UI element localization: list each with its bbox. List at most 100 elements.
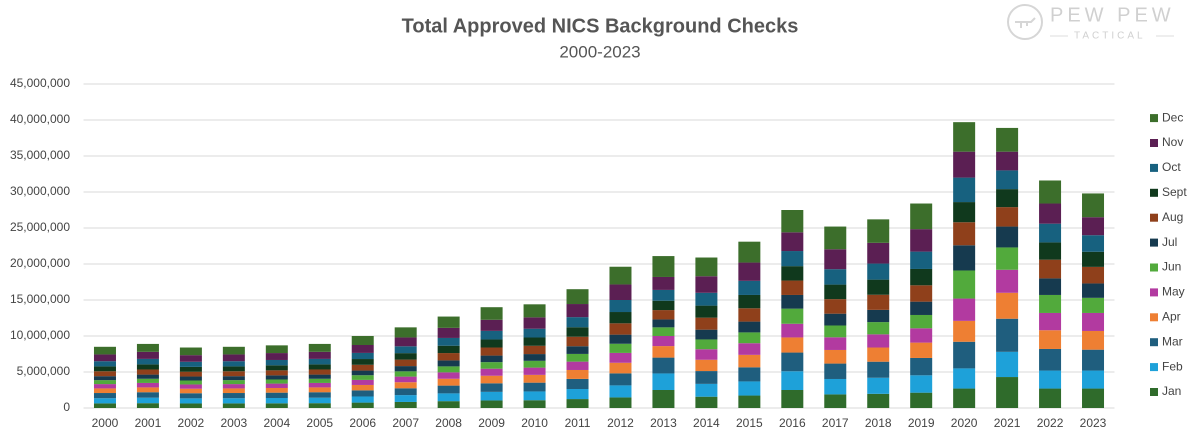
legend-label: Aug (1162, 210, 1183, 224)
bar-segment (1082, 330, 1105, 350)
bar-segment (695, 276, 718, 293)
bar-segment (351, 345, 374, 353)
bar-segment (308, 369, 331, 375)
bar-segment (781, 266, 804, 281)
bar-segment (953, 222, 976, 246)
bar-segment (136, 403, 159, 408)
bar-segment (996, 207, 1019, 227)
bar-segment (781, 337, 804, 353)
legend-label: Dec (1162, 110, 1183, 124)
bar-segment (738, 262, 761, 281)
x-tick-label: 2000 (92, 416, 119, 430)
legend-swatch (1150, 313, 1158, 322)
bar-segment (394, 401, 417, 408)
bar-segment (996, 127, 1019, 152)
bar-segment (523, 304, 546, 318)
y-tick-label: 25,000,000 (10, 220, 70, 234)
bar-segment (394, 359, 417, 367)
bar-segment (566, 346, 589, 354)
x-tick-label: 2007 (392, 416, 419, 430)
legend-swatch (1150, 263, 1158, 272)
bar-segment (265, 379, 288, 384)
bar-segment (93, 384, 116, 389)
bar-segment (953, 341, 976, 369)
x-tick-label: 2006 (349, 416, 376, 430)
bar-segment (265, 353, 288, 360)
bar-segment (480, 391, 503, 401)
bar-segment (265, 387, 288, 393)
x-tick-label: 2017 (822, 416, 849, 430)
bar-segment (480, 383, 503, 392)
bar-segment (308, 358, 331, 365)
bar-segment (179, 371, 202, 377)
bar-segment (93, 376, 116, 381)
bar-segment (480, 347, 503, 356)
bar-segment (480, 362, 503, 369)
legend-swatch (1150, 238, 1158, 247)
bar-segment (910, 342, 933, 358)
bar-segment (609, 397, 632, 408)
bar-segment (738, 367, 761, 382)
bar-segment (437, 316, 460, 328)
bar-segment (867, 309, 890, 323)
bar-segment (738, 354, 761, 368)
bar-segment (566, 327, 589, 337)
bar-segment (1082, 312, 1105, 331)
bar-segment (437, 401, 460, 408)
bar-segment (265, 359, 288, 366)
bar-segment (136, 382, 159, 388)
bar-segment (308, 392, 331, 398)
y-tick-label: 35,000,000 (10, 148, 70, 162)
bar-segment (351, 359, 374, 365)
bar-segment (1039, 259, 1062, 279)
bar-segment (953, 122, 976, 152)
y-tick-label: 30,000,000 (10, 184, 70, 198)
bar-segment (1039, 278, 1062, 295)
bar-segment (867, 377, 890, 394)
bar-segment (136, 351, 159, 359)
bar-segment (394, 395, 417, 402)
bar-segment (609, 373, 632, 386)
bar-segment (480, 339, 503, 348)
bar-segment (953, 368, 976, 389)
bar-segment (1082, 388, 1105, 408)
bar-segment (1039, 180, 1062, 204)
bar-segment (910, 251, 933, 269)
bar-segment (179, 376, 202, 381)
bar-segment (996, 151, 1019, 171)
bar-segment (695, 292, 718, 306)
bar-segment (308, 343, 331, 352)
bar-segment (609, 362, 632, 374)
bar-segment (523, 367, 546, 375)
chart-title: Total Approved NICS Background Checks (402, 15, 799, 37)
bar-segment (738, 294, 761, 309)
bar-segment (1082, 283, 1105, 298)
bar-segment (179, 355, 202, 362)
bar-segment (351, 375, 374, 380)
bar-segment (93, 398, 116, 404)
bar-segment (867, 347, 890, 362)
bar-segment (1039, 388, 1062, 408)
bar-segment (609, 284, 632, 300)
bar-segment (652, 319, 675, 328)
bar-segment (695, 383, 718, 397)
bar-segment (1082, 251, 1105, 267)
y-tick-label: 15,000,000 (10, 292, 70, 306)
bar-segment (824, 226, 847, 250)
bar-segment (136, 387, 159, 393)
bar-segment (867, 322, 890, 335)
bar-segment (566, 361, 589, 370)
bar-segment (222, 393, 245, 399)
bar-segment (910, 301, 933, 315)
bar-segment (824, 363, 847, 379)
bar-segment (136, 397, 159, 404)
bar-segment (93, 346, 116, 355)
bar-segment (480, 319, 503, 331)
bar-segment (996, 170, 1019, 190)
bar-segment (308, 403, 331, 408)
bar-segment (652, 346, 675, 358)
x-tick-label: 2010 (521, 416, 548, 430)
bar-segment (609, 385, 632, 398)
bar-segment (566, 336, 589, 347)
